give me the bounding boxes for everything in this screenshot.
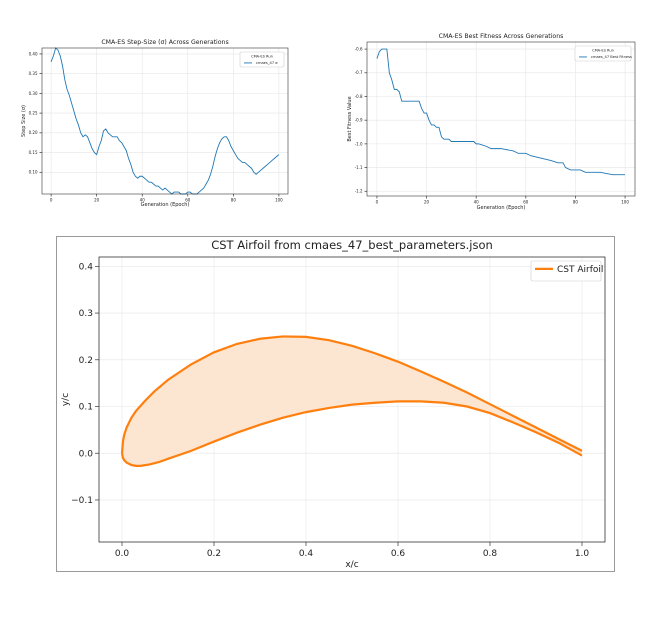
y-axis-label: Step Size (σ) bbox=[21, 105, 27, 137]
y-tick-label: -1.1 bbox=[355, 165, 363, 170]
y-tick-label: -1.0 bbox=[355, 141, 363, 146]
step-size-chart-panel: 0 20 40 60 80 100 0.10 0.15 0.20 0.25 0.30 0.35 0.40… bbox=[18, 34, 294, 214]
y-tick-label: -0.7 bbox=[355, 70, 363, 75]
y-tick-label: 0.30 bbox=[29, 91, 38, 96]
x-axis-label: x/c bbox=[345, 560, 358, 570]
y-tick-label: 0.0 bbox=[79, 449, 94, 459]
legend: CMA-ES Run cmaes_47 σ bbox=[239, 51, 285, 68]
x-tick-label: 0.4 bbox=[299, 549, 314, 559]
x-tick-label: 0.8 bbox=[483, 549, 498, 559]
legend: CST Airfoil bbox=[530, 260, 603, 282]
best-fitness-chart-panel: 0 20 40 60 80 100 -0.6 -0.7 -0.8 -0.9 -1.0 -1.1 -1.2… bbox=[342, 30, 640, 214]
y-tick-label: −0.1 bbox=[71, 496, 93, 506]
y-tick-label: 0.2 bbox=[79, 356, 93, 366]
y-tick-label: 0.40 bbox=[29, 51, 38, 56]
y-tick-label: 0.4 bbox=[79, 262, 94, 272]
airfoil-lower-surface-line bbox=[120, 400, 583, 467]
chart-title: CMA-ES Step-Size (σ) Across Generations bbox=[101, 39, 228, 46]
series-line-0 bbox=[50, 47, 280, 195]
y-tick-label: -1.2 bbox=[355, 189, 363, 194]
x-tick-label: 20 bbox=[94, 198, 100, 203]
x-tick-label: 0 bbox=[50, 198, 53, 203]
legend-label: cmaes_47 σ bbox=[256, 61, 278, 65]
series-line-0 bbox=[376, 48, 626, 176]
x-tick-label: 0 bbox=[376, 200, 379, 205]
chart-title: CST Airfoil from cmaes_47_best_parameter… bbox=[211, 238, 493, 252]
x-tick-label: 20 bbox=[424, 200, 430, 205]
y-tick-label: -0.6 bbox=[355, 47, 363, 52]
plot-frame bbox=[366, 41, 636, 197]
y-tick-label: 0.15 bbox=[29, 150, 38, 155]
legend-label: cmaes_47 Best Fitness bbox=[591, 55, 632, 59]
x-tick-label: 40 bbox=[140, 198, 146, 203]
y-tick-label: 0.35 bbox=[29, 71, 38, 76]
x-tick-label: 100 bbox=[621, 200, 629, 205]
x-axis-label: Generation (Epoch) bbox=[477, 205, 526, 211]
x-tick-label: 1.0 bbox=[575, 549, 590, 559]
x-tick-label: 80 bbox=[573, 200, 579, 205]
best-fitness-chart: 0 20 40 60 80 100 -0.6 -0.7 -0.8 -0.9 -1.0 -1.1 -1.2… bbox=[347, 33, 636, 211]
legend-label: CST Airfoil bbox=[557, 265, 603, 275]
grid-lines bbox=[42, 48, 288, 194]
x-tick-label: 0.0 bbox=[115, 549, 130, 559]
x-tick-label: 80 bbox=[231, 198, 237, 203]
x-tick-label: 40 bbox=[474, 200, 480, 205]
x-axis-label: Generation (Epoch) bbox=[141, 202, 190, 208]
x-tick-label: 0.2 bbox=[207, 549, 221, 559]
y-tick-label: 0.20 bbox=[29, 130, 38, 135]
legend-box bbox=[574, 45, 632, 62]
y-axis-label: Best Fitness Value bbox=[347, 96, 353, 141]
y-tick-label: 0.3 bbox=[79, 309, 93, 319]
y-axis-label: y/c bbox=[61, 393, 71, 406]
legend-title: CMA-ES Run bbox=[251, 55, 273, 59]
y-tick-label: -0.9 bbox=[355, 118, 363, 123]
step-size-chart: 0 20 40 60 80 100 0.10 0.15 0.20 0.25 0.30 0.35 0.40… bbox=[21, 39, 289, 208]
y-tick-label: 0.25 bbox=[29, 111, 38, 116]
y-tick-label: 0.1 bbox=[79, 403, 93, 413]
airfoil-chart: 0.0 0.2 0.4 0.6 0.8 1.0 −0.1 0.0 0.1 0.2 0.3 0.4 CST… bbox=[61, 238, 606, 570]
legend-title: CMA-ES Run bbox=[592, 49, 614, 53]
x-tick-label: 0.6 bbox=[391, 549, 406, 559]
chart-title: CMA-ES Best Fitness Across Generations bbox=[439, 33, 564, 40]
y-tick-label: -0.8 bbox=[355, 94, 363, 99]
grid-lines bbox=[367, 42, 635, 196]
airfoil-upper-surface-line bbox=[120, 335, 583, 454]
plot-frame bbox=[41, 47, 289, 195]
airfoil-chart-panel: 0.0 0.2 0.4 0.6 0.8 1.0 −0.1 0.0 0.1 0.2 0.3 0.4 CST… bbox=[56, 236, 615, 572]
x-tick-label: 100 bbox=[275, 198, 283, 203]
x-tick-label: 60 bbox=[185, 198, 191, 203]
plot-frame bbox=[98, 256, 606, 543]
legend: CMA-ES Run cmaes_47 Best Fitness bbox=[574, 45, 632, 62]
legend-box bbox=[530, 260, 602, 282]
airfoil-fill-area bbox=[122, 336, 582, 466]
x-tick-label: 60 bbox=[523, 200, 529, 205]
y-tick-label: 0.10 bbox=[29, 170, 38, 175]
